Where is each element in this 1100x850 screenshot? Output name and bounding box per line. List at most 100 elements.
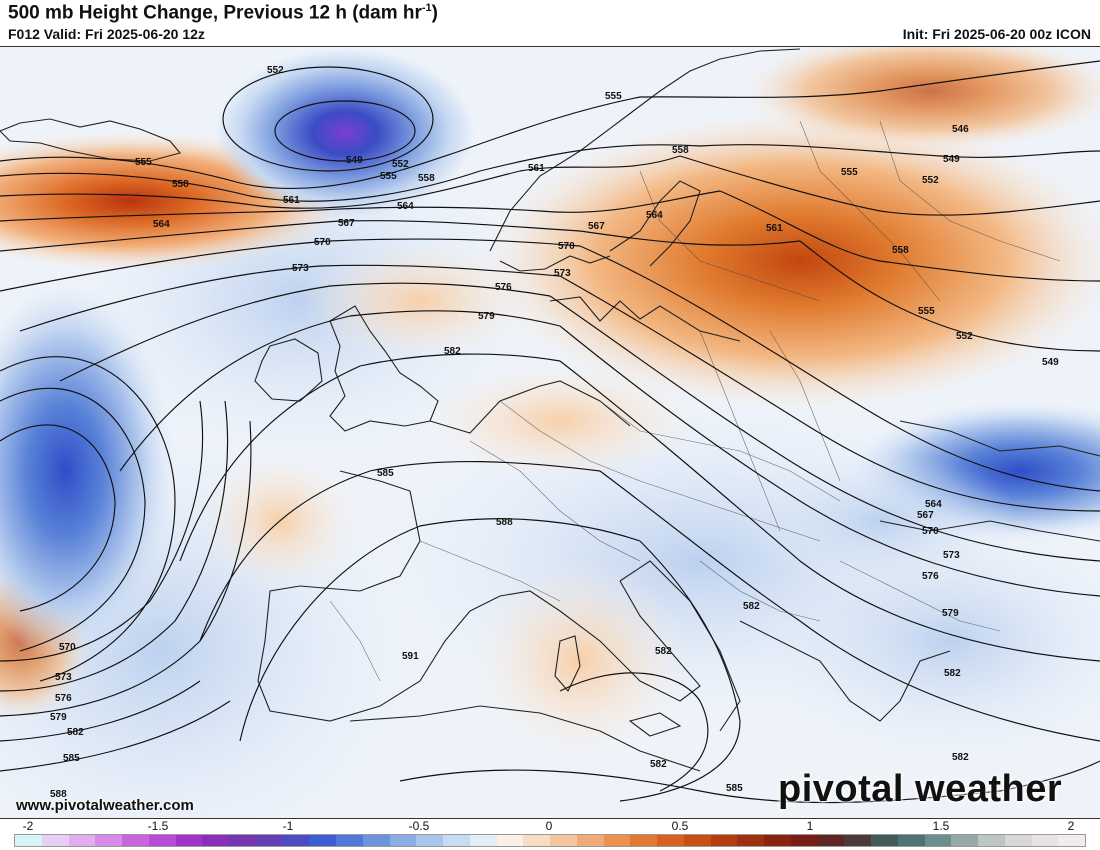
colorbar-swatch: [817, 835, 845, 846]
colorbar-swatch: [1031, 835, 1059, 846]
contour-573: [19, 264, 561, 332]
brand-logo: pivotal weather: [778, 768, 1063, 810]
coastlines: [0, 48, 1100, 772]
contour-582-east: [559, 360, 1100, 662]
contour-label: 558: [892, 245, 909, 256]
colorbar-swatch: [389, 835, 417, 846]
colorbar-swatch: [336, 835, 363, 846]
contour-555-east: [639, 60, 1100, 98]
contour-567: [0, 220, 801, 252]
title-text: 500 mb Height Change, Previous 12 h (dam…: [8, 2, 422, 24]
colorbar-swatch: [122, 835, 149, 846]
colorbar-tick-label: -1.5: [147, 819, 169, 833]
contour-label: 564: [925, 499, 942, 510]
contour-label: 573: [292, 263, 309, 274]
contour-558-east: [699, 144, 1100, 158]
colorbar-tick-label: -1: [282, 819, 294, 833]
colorbar-swatch: [790, 835, 818, 846]
title-end: ): [431, 2, 438, 24]
contour-label: 588: [50, 789, 67, 800]
contour-label: 591: [402, 651, 419, 662]
contour-label: 570: [59, 642, 76, 653]
contour-label: 552: [392, 159, 409, 170]
contour-label: 558: [672, 145, 689, 156]
contour-label: 582: [67, 727, 84, 738]
contour-label: 555: [135, 157, 152, 168]
colorbar-swatch: [148, 835, 176, 846]
colorbar-swatch: [523, 835, 550, 846]
colorbar-swatch: [978, 835, 1005, 846]
contour-label: 567: [588, 221, 605, 232]
contour-label: 555: [605, 91, 622, 102]
contour-label: 585: [63, 753, 80, 764]
colorbar-swatch: [630, 835, 657, 846]
contour-label: 582: [743, 601, 760, 612]
colorbar-swatch: [550, 835, 577, 846]
contour-585-south: [399, 760, 1100, 804]
italy-west-coast: [469, 580, 701, 702]
contour-label: 576: [495, 282, 512, 293]
north-atlantic-low: [215, 48, 475, 218]
contour-585: [199, 460, 601, 642]
contour-label: 582: [655, 646, 672, 657]
colorbar-swatch: [15, 835, 42, 846]
contour-label: 561: [766, 223, 783, 234]
colorbar-swatch: [229, 835, 256, 846]
sicily: [628, 712, 682, 737]
colorbar-tick-label: 0: [545, 819, 553, 833]
colorbar-swatch: [871, 835, 898, 846]
colorbar-swatch: [603, 835, 631, 846]
colorbar-tick-label: 1.5: [932, 819, 950, 833]
country-borders: [329, 120, 1061, 682]
colorbar-swatch: [844, 835, 871, 846]
contour-570: [0, 238, 581, 292]
contour-label: 573: [554, 268, 571, 279]
contour-label: 567: [917, 510, 934, 521]
colorbar-tick-label: -0.5: [408, 819, 430, 833]
contour-588-east: [619, 540, 741, 802]
contour-564-east: [719, 190, 1100, 282]
baltic-south-coast: [549, 296, 741, 342]
contour-label: 570: [558, 241, 575, 252]
contour-atl-2: [0, 387, 146, 652]
colorbar-swatch: [1004, 835, 1032, 846]
height-contours: [0, 60, 1100, 804]
contour-atl-6: [0, 420, 252, 717]
colorbar-swatch: [443, 835, 470, 846]
contour-label: 555: [841, 167, 858, 178]
colorbar-swatch: [255, 835, 283, 846]
contour-label: 582: [444, 346, 461, 357]
ireland: [254, 338, 323, 402]
contour-552-low: [222, 66, 434, 172]
colorbar-swatch: [362, 835, 390, 846]
colorbar-swatch: [576, 835, 604, 846]
weather-map[interactable]: 552 549 552 555 558 555 558 561 564 555 …: [0, 46, 1100, 819]
page-title: 500 mb Height Change, Previous 12 h (dam…: [8, 2, 438, 24]
sardinia-corsica: [554, 635, 581, 692]
great-britain: [329, 305, 439, 432]
contour-label: 552: [956, 331, 973, 342]
colorbar-swatch: [469, 835, 497, 846]
contour-label: 549: [943, 154, 960, 165]
colorbar-swatch: [764, 835, 791, 846]
contour-label: 561: [283, 195, 300, 206]
contour-582: [179, 353, 561, 562]
north-africa-coast: [349, 705, 701, 772]
contour-label: 579: [942, 608, 959, 619]
iberia-coast: [257, 470, 471, 722]
colorbar-swatch: [416, 835, 443, 846]
contour-582-south: [559, 672, 709, 792]
contour-579-east: [559, 325, 1100, 597]
header: 500 mb Height Change, Previous 12 h (dam…: [0, 0, 1100, 46]
contour-label: 552: [267, 65, 284, 76]
colorbar-swatch: [175, 835, 203, 846]
colorbar-swatch: [737, 835, 764, 846]
colorbar-swatch: [1058, 835, 1085, 846]
colorbar-swatch: [41, 835, 69, 846]
colorbar-tick-label: 2: [1067, 819, 1075, 833]
colorbar-swatch: [951, 835, 978, 846]
website-watermark: www.pivotalweather.com: [16, 797, 194, 814]
colorbar-swatch: [496, 835, 524, 846]
colorbar-swatch: [282, 835, 310, 846]
black-sea-south-coast: [879, 520, 1100, 542]
